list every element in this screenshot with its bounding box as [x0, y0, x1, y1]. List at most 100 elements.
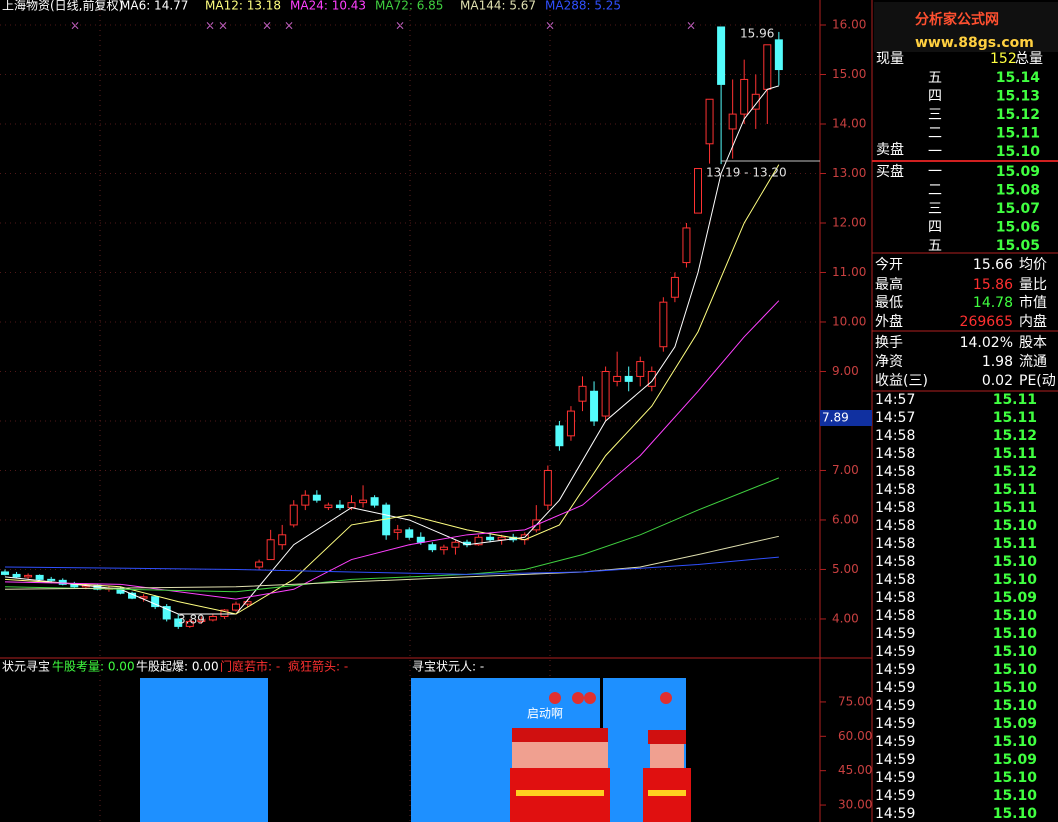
candle-body	[705, 98, 714, 145]
candle-body	[682, 227, 691, 264]
candle-body	[647, 370, 656, 387]
stat-label: 换手	[875, 334, 903, 351]
stat-label: 今开	[875, 257, 903, 273]
svg-text:×: ×	[262, 19, 272, 33]
tick-price: 15.11	[993, 500, 1037, 516]
y-tick-label: 15.00	[832, 67, 866, 81]
candle-body	[255, 561, 264, 568]
annotation: 13.19 - 13.20	[706, 166, 787, 180]
annotation: 7.89	[822, 411, 849, 425]
level-price: 15.09	[996, 164, 1040, 180]
y-tick-label: 60.00	[838, 729, 872, 743]
ma-line	[4, 164, 780, 615]
svg-text:×: ×	[218, 19, 228, 33]
tick-price: 15.12	[993, 464, 1037, 480]
tick-time: 14:58	[875, 536, 915, 552]
tick-time: 14:58	[875, 500, 915, 516]
tick-price: 15.10	[993, 698, 1038, 714]
tick-price: 15.11	[993, 446, 1037, 462]
candle-body	[624, 375, 633, 382]
header-cell: 现量	[876, 51, 904, 67]
tick-price: 15.10	[993, 644, 1038, 660]
candle-body	[312, 494, 321, 501]
candle-body	[451, 541, 460, 548]
candle-body	[162, 606, 171, 620]
candle-body	[35, 574, 44, 580]
tick-price: 15.10	[993, 518, 1038, 534]
candle-body	[613, 375, 622, 382]
candle-body	[1, 571, 9, 575]
level-label: 五	[928, 70, 942, 86]
candle-body	[174, 618, 183, 627]
level-label: 四	[928, 89, 942, 105]
tick-time: 14:58	[875, 428, 915, 444]
level-price: 15.14	[996, 70, 1041, 86]
legend-entry: MA6: 14.77	[120, 0, 188, 13]
level-label: 三	[928, 107, 942, 123]
signal-marks: × × × × × × × ×	[70, 19, 696, 33]
tick-time: 14:58	[875, 590, 915, 606]
stat-value: 14.78	[973, 295, 1013, 311]
level-price: 15.12	[996, 107, 1040, 123]
stat-value: 1.98	[982, 354, 1013, 370]
svg-text:×: ×	[70, 19, 80, 33]
candle-body	[659, 301, 668, 348]
y-tick-label: 10.00	[832, 314, 866, 328]
tick-time: 14:59	[875, 662, 915, 678]
y-tick-label: 4.00	[832, 611, 859, 625]
indicator-item: 寻宝状元人: -	[412, 660, 484, 674]
tick-time: 14:59	[875, 716, 915, 732]
stat-label: PE(动	[1019, 373, 1056, 389]
candle-body	[728, 113, 737, 130]
stat-value: 269665	[960, 314, 1013, 330]
y-tick-label: 13.00	[832, 166, 866, 180]
candle-body	[555, 425, 564, 447]
stat-label: 流通	[1019, 354, 1047, 370]
logo: 分析家公式网	[915, 11, 999, 28]
candle-body	[774, 39, 783, 71]
ma-line	[4, 85, 779, 615]
candle-body	[694, 168, 702, 214]
tick-price: 15.10	[993, 572, 1038, 588]
level-label: 一	[928, 164, 942, 180]
logo-url: www.88gs.com	[915, 35, 1034, 51]
ma-line	[4, 300, 780, 600]
tick-time: 14:59	[875, 770, 915, 786]
y-tick-label: 5.00	[832, 562, 859, 576]
candle-body	[670, 276, 679, 298]
candle-body	[405, 529, 414, 538]
tick-price: 15.11	[993, 410, 1037, 426]
y-tick-label: 7.00	[832, 463, 859, 477]
legend-entry: MA24: 10.43	[290, 0, 366, 13]
candle-body	[324, 504, 333, 509]
level-label: 四	[928, 220, 942, 236]
y-tick-label: 9.00	[832, 364, 859, 378]
tick-time: 14:59	[875, 788, 915, 804]
candle-body	[24, 574, 33, 578]
candle-body	[278, 534, 287, 546]
stat-label: 净资	[875, 354, 903, 370]
level-price: 15.10	[996, 144, 1041, 160]
tick-price: 15.10	[993, 554, 1038, 570]
tick-time: 14:59	[875, 644, 915, 660]
y-tick-label: 6.00	[832, 512, 859, 526]
price-box	[820, 410, 872, 426]
candle-body	[220, 609, 229, 617]
tick-time: 14:58	[875, 608, 915, 624]
tick-time: 14:58	[875, 572, 915, 588]
candle-body	[566, 410, 575, 437]
candle-body	[428, 544, 437, 551]
svg-text:×: ×	[395, 19, 405, 33]
stat-label: 收益(三)	[875, 373, 928, 389]
y-tick-label: 45.00	[838, 763, 872, 777]
tick-price: 15.12	[993, 428, 1037, 444]
candle-body	[590, 390, 599, 422]
buy-label: 买盘	[876, 163, 904, 180]
tick-time: 14:57	[875, 410, 915, 426]
tick-price: 15.09	[993, 590, 1037, 606]
tick-price: 15.09	[993, 716, 1037, 732]
candle-body	[382, 504, 391, 536]
candle-body	[197, 619, 206, 622]
level-price: 15.07	[996, 201, 1040, 217]
candle-body	[717, 26, 726, 85]
